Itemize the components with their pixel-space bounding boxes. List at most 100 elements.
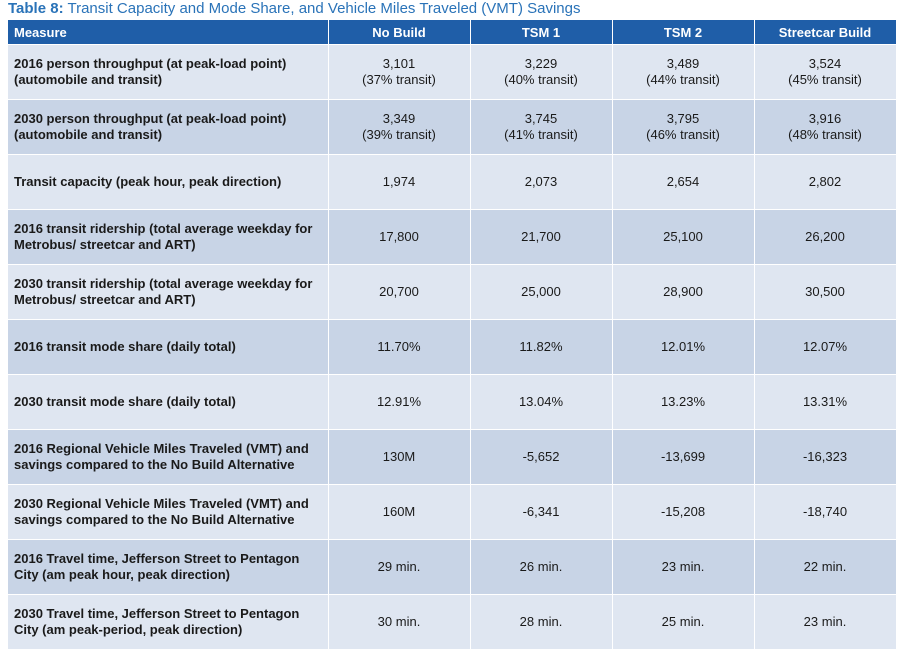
table-row: 2016 person throughput (at peak-load poi… [8, 45, 896, 100]
value-main: 11.82% [477, 339, 606, 355]
value-sub: (37% transit) [335, 72, 464, 88]
value-cell: 3,101(37% transit) [328, 45, 470, 100]
measure-cell: 2016 Regional Vehicle Miles Traveled (VM… [8, 430, 328, 485]
measure-cell: 2030 Regional Vehicle Miles Traveled (VM… [8, 485, 328, 540]
value-cell: 2,802 [754, 155, 896, 210]
value-main: 22 min. [761, 559, 890, 575]
value-cell: 2,073 [470, 155, 612, 210]
value-cell: 13.04% [470, 375, 612, 430]
value-main: 20,700 [335, 284, 464, 300]
value-cell: 30 min. [328, 595, 470, 649]
measure-cell: 2030 transit ridership (total average we… [8, 265, 328, 320]
value-main: 160M [335, 504, 464, 520]
value-cell: 2,654 [612, 155, 754, 210]
value-main: 26 min. [477, 559, 606, 575]
table-row: 2016 Travel time, Jefferson Street to Pe… [8, 540, 896, 595]
value-main: 11.70% [335, 339, 464, 355]
value-main: 3,524 [761, 56, 890, 72]
value-main: 12.01% [619, 339, 748, 355]
measure-cell: 2016 transit mode share (daily total) [8, 320, 328, 375]
value-main: 3,229 [477, 56, 606, 72]
value-cell: 20,700 [328, 265, 470, 320]
value-main: -16,323 [761, 449, 890, 465]
value-cell: 23 min. [754, 595, 896, 649]
value-main: 28,900 [619, 284, 748, 300]
value-cell: -18,740 [754, 485, 896, 540]
value-cell: 25 min. [612, 595, 754, 649]
value-main: 3,795 [619, 111, 748, 127]
value-cell: 3,745(41% transit) [470, 100, 612, 155]
value-main: 3,916 [761, 111, 890, 127]
value-sub: (40% transit) [477, 72, 606, 88]
table-row: 2016 Regional Vehicle Miles Traveled (VM… [8, 430, 896, 485]
value-cell: 1,974 [328, 155, 470, 210]
value-main: 25 min. [619, 614, 748, 630]
value-cell: 11.82% [470, 320, 612, 375]
table-caption: Table 8: Transit Capacity and Mode Share… [8, 0, 581, 20]
value-main: 26,200 [761, 229, 890, 245]
value-main: 23 min. [761, 614, 890, 630]
value-main: 30 min. [335, 614, 464, 630]
value-cell: 3,349(39% transit) [328, 100, 470, 155]
value-main: 29 min. [335, 559, 464, 575]
value-cell: -5,652 [470, 430, 612, 485]
table-row: 2016 transit mode share (daily total) 11.… [8, 320, 896, 375]
table-body: 2016 person throughput (at peak-load poi… [8, 45, 896, 649]
column-header-tsm-2: TSM 2 [612, 20, 754, 45]
column-header-no-build: No Build [328, 20, 470, 45]
value-main: -13,699 [619, 449, 748, 465]
value-cell: -16,323 [754, 430, 896, 485]
value-cell: -15,208 [612, 485, 754, 540]
value-sub: (48% transit) [761, 127, 890, 143]
value-cell: 26,200 [754, 210, 896, 265]
value-cell: -6,341 [470, 485, 612, 540]
table-row: Transit capacity (peak hour, peak direct… [8, 155, 896, 210]
value-cell: 13.31% [754, 375, 896, 430]
value-cell: 12.07% [754, 320, 896, 375]
value-cell: 3,916(48% transit) [754, 100, 896, 155]
value-main: -6,341 [477, 504, 606, 520]
value-cell: 30,500 [754, 265, 896, 320]
table-row: 2030 Travel time, Jefferson Street to Pe… [8, 595, 896, 649]
value-main: 30,500 [761, 284, 890, 300]
measure-cell: 2030 Travel time, Jefferson Street to Pe… [8, 595, 328, 649]
value-cell: 3,229(40% transit) [470, 45, 612, 100]
table-row: 2030 Regional Vehicle Miles Traveled (VM… [8, 485, 896, 540]
value-cell: 26 min. [470, 540, 612, 595]
measure-cell: Transit capacity (peak hour, peak direct… [8, 155, 328, 210]
column-header-tsm-1: TSM 1 [470, 20, 612, 45]
measure-cell: 2030 transit mode share (daily total) [8, 375, 328, 430]
value-main: -5,652 [477, 449, 606, 465]
value-main: 1,974 [335, 174, 464, 190]
table-row: 2016 transit ridership (total average we… [8, 210, 896, 265]
value-cell: 17,800 [328, 210, 470, 265]
value-main: 130M [335, 449, 464, 465]
value-sub: (46% transit) [619, 127, 748, 143]
value-main: 25,100 [619, 229, 748, 245]
value-cell: 29 min. [328, 540, 470, 595]
value-cell: 12.01% [612, 320, 754, 375]
value-main: 13.04% [477, 394, 606, 410]
column-header-measure: Measure [8, 20, 328, 45]
value-main: 12.07% [761, 339, 890, 355]
value-main: -15,208 [619, 504, 748, 520]
value-main: 17,800 [335, 229, 464, 245]
value-main: 25,000 [477, 284, 606, 300]
table-title: Transit Capacity and Mode Share, and Veh… [64, 0, 581, 17]
value-cell: 13.23% [612, 375, 754, 430]
value-sub: (45% transit) [761, 72, 890, 88]
value-cell: 23 min. [612, 540, 754, 595]
value-cell: 160M [328, 485, 470, 540]
value-cell: 130M [328, 430, 470, 485]
value-main: 2,073 [477, 174, 606, 190]
value-cell: 25,000 [470, 265, 612, 320]
value-cell: 3,524(45% transit) [754, 45, 896, 100]
value-main: 2,802 [761, 174, 890, 190]
column-header-streetcar-build: Streetcar Build [754, 20, 896, 45]
value-main: 3,489 [619, 56, 748, 72]
value-main: 3,745 [477, 111, 606, 127]
table-row: 2030 transit ridership (total average we… [8, 265, 896, 320]
value-main: 12.91% [335, 394, 464, 410]
value-main: 21,700 [477, 229, 606, 245]
measure-cell: 2016 Travel time, Jefferson Street to Pe… [8, 540, 328, 595]
